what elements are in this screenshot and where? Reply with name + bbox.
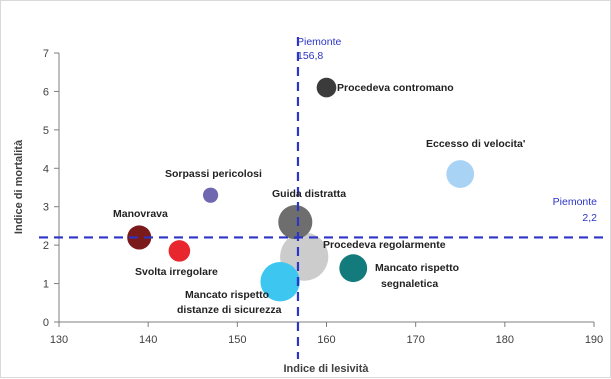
label-manovrava: Manovrava (113, 208, 168, 220)
ref-vertical-label-line2: 156,8 (297, 50, 323, 62)
y-tick-label: 5 (43, 125, 49, 137)
y-axis-title: Indice di mortalità (13, 139, 25, 234)
x-tick-label: 160 (317, 334, 335, 346)
label-procedeva-regolarmente: Procedeva regolarmente (323, 239, 446, 251)
label-procedeva-contromano: Procedeva contromano (337, 82, 454, 94)
point-labels-layer: Procedeva contromano Eccesso di velocita… (113, 82, 525, 316)
bubble-manovrava (127, 225, 152, 250)
x-tick-label: 190 (585, 334, 603, 346)
x-tick-label: 180 (496, 334, 514, 346)
y-tick-label: 3 (43, 202, 49, 214)
x-axis-title: Indice di lesività (284, 363, 370, 375)
label-mancato-rispetto-segnaletica-line2: segnaletica (381, 278, 438, 290)
y-tick-label: 1 (43, 279, 49, 291)
label-svolta-irregolare: Svolta irregolare (135, 266, 218, 278)
ref-horizontal-label-line1: Piemonte (553, 196, 598, 208)
label-sorpassi-pericolosi: Sorpassi pericolosi (165, 168, 262, 180)
x-tick-label: 130 (50, 334, 68, 346)
y-tick-label: 0 (43, 317, 49, 329)
label-mancato-rispetto-distanze-line2: distanze di sicurezza (177, 304, 282, 316)
label-mancato-rispetto-segnaletica-line1: Mancato rispetto (375, 262, 459, 274)
x-tick-label: 140 (139, 334, 157, 346)
label-mancato-rispetto-distanze-line1: Mancato rispetto (185, 289, 269, 301)
y-tick-label: 6 (43, 86, 49, 98)
ref-horizontal-label-line2: 2,2 (582, 212, 597, 224)
reference-lines: Piemonte 156,8 Piemonte 2,2 (39, 36, 604, 359)
bubble-mancato-rispetto-distanze-di-sicurezza (260, 261, 300, 302)
bubble-guida-distratta (278, 205, 313, 240)
ref-vertical-label-line1: Piemonte (297, 36, 342, 48)
bubble-eccesso-di-velocita (446, 160, 475, 188)
ticks-layer: 130 140 150 160 170 180 190 0 1 2 3 4 5 6 7 (43, 48, 603, 346)
bubble-svolta-irregolare (168, 240, 191, 262)
label-eccesso-di-velocita: Eccesso di velocita' (426, 138, 525, 150)
x-tick-label: 150 (228, 334, 246, 346)
bubbles-layer (127, 77, 475, 302)
y-tick-label: 4 (43, 163, 49, 175)
label-guida-distratta: Guida distratta (272, 188, 346, 200)
bubble-sorpassi-pericolosi (202, 187, 219, 203)
y-tick-label: 7 (43, 48, 49, 60)
bubble-procedeva-contromano (316, 77, 337, 98)
x-tick-label: 170 (406, 334, 424, 346)
bubble-mancato-rispetto-segnaletica (339, 254, 368, 283)
y-tick-label: 2 (43, 240, 49, 252)
